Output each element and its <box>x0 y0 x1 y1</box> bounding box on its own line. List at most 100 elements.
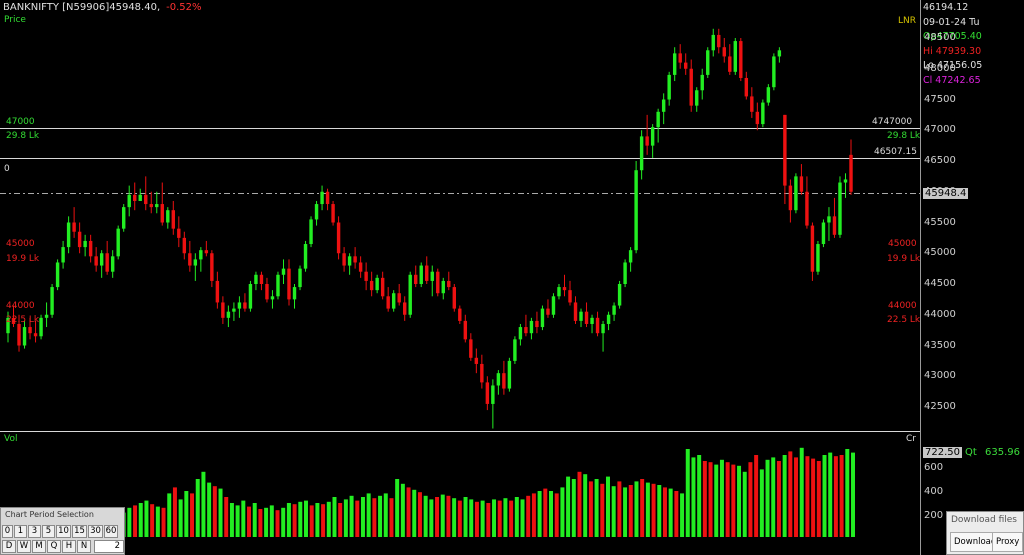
period-button-0[interactable]: 0 <box>2 525 13 538</box>
period-button-W[interactable]: W <box>17 540 31 553</box>
volume-bar <box>526 495 531 537</box>
volume-unit: Cr <box>906 434 916 444</box>
volume-bar <box>184 491 189 537</box>
candle-body <box>606 314 611 324</box>
volume-label: Vol <box>4 434 18 444</box>
price-axis-panel[interactable]: 46194.12 09-01-24 Tu Op47705.40 Hi 47939… <box>920 0 1024 555</box>
period-button-3[interactable]: 3 <box>28 525 41 538</box>
volume-bar <box>486 503 491 537</box>
candle-body <box>849 154 853 192</box>
candle-body <box>50 287 54 315</box>
volume-bar <box>668 488 673 537</box>
volume-bar <box>725 462 730 537</box>
candle-body <box>55 262 60 288</box>
volume-bar <box>554 493 559 537</box>
period-button-H[interactable]: H <box>62 540 76 553</box>
candle-body <box>204 250 209 254</box>
period-button-15[interactable]: 15 <box>72 525 87 538</box>
volume-bar <box>366 493 371 537</box>
level-44000-vol: 22.5 Lk <box>6 315 40 325</box>
candle-body <box>320 191 324 205</box>
price-axis-tick: 43000 <box>924 370 956 382</box>
volume-bar <box>167 493 172 537</box>
candle-body <box>799 176 804 192</box>
volume-bar <box>708 462 713 537</box>
period-button-D[interactable]: D <box>2 540 16 553</box>
volume-bar <box>423 495 428 537</box>
volume-bar <box>446 495 451 537</box>
candle-body <box>177 228 181 238</box>
level-47000-right: 4747000 <box>872 117 913 127</box>
volume-bar <box>355 500 360 537</box>
candle-body <box>287 268 291 300</box>
candle-body <box>832 216 837 235</box>
candle-body <box>496 373 501 386</box>
candle-body <box>474 357 479 364</box>
candle-body <box>546 308 550 315</box>
candle-body <box>121 207 126 229</box>
candle-body <box>199 250 203 260</box>
volume-bar <box>400 483 405 537</box>
volume-bar <box>172 487 177 537</box>
period-button-60[interactable]: 60 <box>104 525 118 538</box>
candle-body <box>480 363 484 383</box>
volume-bar <box>640 479 645 537</box>
period-button-Q[interactable]: Q <box>47 540 61 553</box>
volume-bar <box>161 507 166 537</box>
candle-body <box>485 382 490 404</box>
candle-body <box>44 314 49 318</box>
volume-bar <box>765 459 770 537</box>
volume-bar <box>298 501 303 537</box>
period-button-M[interactable]: M <box>32 540 46 553</box>
candle-body <box>11 317 16 324</box>
period-button-1[interactable]: 1 <box>14 525 27 538</box>
volume-bar <box>389 498 394 537</box>
price-change: -0.52% <box>166 2 202 13</box>
last-price-tag: 45948.4 <box>923 188 969 199</box>
tab-proxy[interactable]: Proxy <box>992 532 1024 552</box>
volume-bar <box>292 504 297 537</box>
volume-bar <box>452 498 457 537</box>
candle-body <box>342 253 346 266</box>
candle-body <box>557 287 561 297</box>
download-window[interactable]: Download files Download Proxy <box>946 511 1024 555</box>
candle-body <box>6 317 10 334</box>
period-button-5[interactable]: 5 <box>42 525 55 538</box>
candle-body <box>28 327 32 334</box>
volume-bar <box>241 500 246 537</box>
volume-bar <box>235 505 240 537</box>
volume-bar <box>583 474 588 537</box>
candle-body <box>584 311 589 324</box>
volume-bar <box>258 509 263 537</box>
candle-body <box>661 99 666 112</box>
period-button-N[interactable]: N <box>77 540 91 553</box>
volume-bar <box>794 457 799 537</box>
candle-body <box>347 256 352 266</box>
candle-body <box>518 327 523 340</box>
volume-bar <box>309 505 314 537</box>
period-button-10[interactable]: 10 <box>56 525 71 538</box>
candle-body <box>215 280 220 303</box>
volume-bar <box>822 455 827 537</box>
tab-download[interactable]: Download <box>950 532 1001 552</box>
qt-label: Qt <box>965 447 977 458</box>
period-button-30[interactable]: 30 <box>88 525 103 538</box>
candle-body <box>110 256 115 272</box>
price-axis-tick: 43500 <box>924 339 956 351</box>
candle-body <box>695 90 699 106</box>
volume-bar <box>600 483 605 537</box>
level-44000-right: 44000 <box>888 301 917 311</box>
volume-bar <box>611 486 616 537</box>
volume-bar <box>224 497 229 537</box>
volume-bar <box>566 476 571 537</box>
candle-body <box>810 225 815 272</box>
info-date: 09-01-24 Tu <box>923 16 980 28</box>
candle-body <box>739 41 743 78</box>
period-input[interactable]: 2 <box>94 540 124 553</box>
volume-bar <box>697 455 702 537</box>
candle-body <box>149 204 153 208</box>
volume-bar <box>201 471 206 537</box>
volume-bar <box>207 482 212 537</box>
price-chart[interactable]: ASOND24:JF <box>0 0 920 541</box>
symbol-title: BANKNIFTY [N59906]45948.40, <box>3 2 161 13</box>
